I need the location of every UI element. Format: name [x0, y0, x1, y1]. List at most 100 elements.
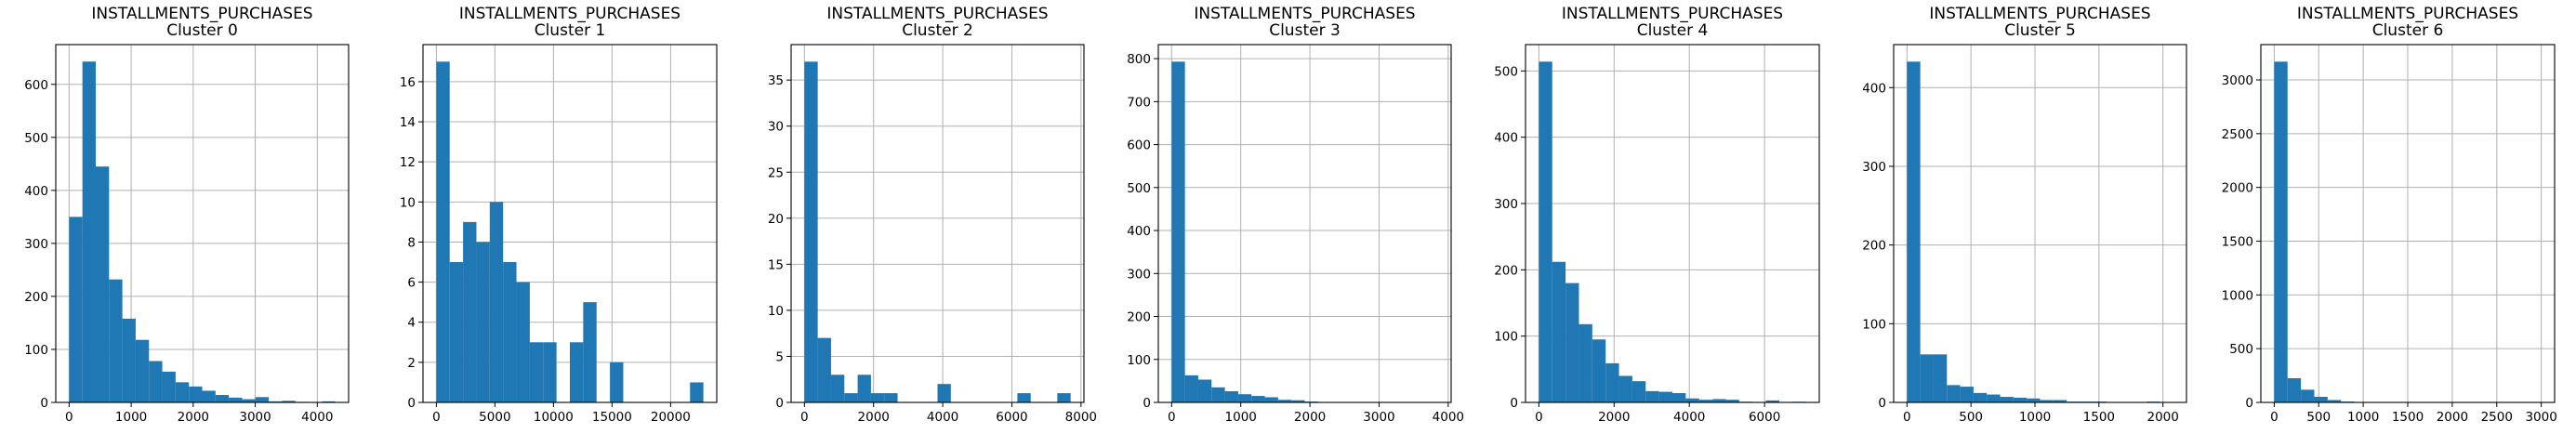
x-tick-label: 6000 [996, 410, 1027, 425]
plot-frame [55, 44, 350, 403]
y-tick-label: 0 [775, 396, 784, 411]
histogram-bar [135, 339, 150, 402]
histogram-panel-cluster-3: 0 1000 2000 3000 4000 0 100 200 300 400 500 600 700 8… [1127, 5, 1464, 425]
x-tick-label: 1000 [2347, 410, 2379, 425]
y-tick-label: 300 [1494, 197, 1518, 212]
x-tick-label: 1000 [2019, 410, 2051, 425]
histogram-bar [804, 61, 818, 402]
chart-subtitle: Cluster 2 [902, 21, 973, 40]
chart-subtitle: Cluster 1 [535, 21, 606, 40]
x-tick-label: 3000 [2525, 410, 2556, 425]
histogram-bar [1171, 61, 1185, 402]
y-tick-label: 25 [768, 165, 784, 180]
y-tick-label: 2 [407, 356, 416, 371]
y-tick-label: 1500 [2222, 234, 2253, 249]
histogram-bar [1765, 400, 1779, 402]
chart-subtitle: Cluster 4 [1637, 21, 1709, 40]
histogram-bar [937, 384, 951, 402]
x-tick-label: 4000 [301, 410, 333, 425]
histogram-bar [1672, 393, 1686, 402]
histogram-bar [1539, 61, 1552, 402]
histogram-bar [1552, 261, 1566, 402]
histogram-bar [2027, 398, 2041, 402]
x-tick-label: 15000 [592, 410, 632, 425]
y-tick-label: 20 [768, 212, 784, 227]
histogram-bar [1251, 396, 1265, 402]
histogram-bar [1920, 354, 1934, 402]
histogram-bar [476, 242, 490, 402]
histogram-bar [229, 397, 243, 402]
x-tick-label: 2000 [2437, 410, 2468, 425]
histogram-bar [1658, 391, 1672, 402]
x-tick-label: 0 [2270, 410, 2279, 425]
histogram-bar [2274, 61, 2288, 402]
histogram-bar [1685, 398, 1699, 402]
histogram-bar [1237, 394, 1252, 402]
histogram-bar [1933, 354, 1948, 402]
histogram-bar [489, 202, 504, 402]
y-tick-label: 0 [2245, 396, 2253, 411]
histogram-bar [1973, 392, 1988, 402]
y-tick-label: 2000 [2222, 181, 2253, 196]
histogram-bar [1579, 323, 1592, 402]
histogram-bar [1631, 381, 1646, 402]
histogram-bar [2000, 397, 2014, 402]
chart-subtitle: Cluster 6 [2372, 21, 2444, 40]
histogram-bar [1698, 400, 1713, 402]
y-tick-label: 300 [24, 237, 48, 252]
histogram-bar [322, 401, 336, 402]
y-tick-label: 600 [24, 78, 48, 93]
x-tick-label: 3000 [1363, 410, 1394, 425]
chart-title: INSTALLMENTS_PURCHASES [1929, 5, 2150, 23]
y-tick-label: 1000 [2222, 288, 2253, 303]
x-tick-label: 1500 [2083, 410, 2115, 425]
x-tick-label: 1000 [115, 410, 147, 425]
x-tick-label: 5000 [479, 410, 510, 425]
histogram-bar [1264, 397, 1278, 402]
histogram-bar [1960, 387, 1974, 402]
x-tick-label: 0 [65, 410, 73, 425]
x-tick-label: 0 [1168, 410, 1176, 425]
histogram-bar [1277, 400, 1292, 402]
histogram-panel-cluster-0: 0 1000 2000 3000 4000 0 100 200 300 400 500 600 INST… [24, 5, 350, 425]
histogram-bar [1947, 385, 1961, 402]
y-tick-label: 14 [400, 115, 416, 130]
histogram-bar [1592, 339, 1606, 402]
histogram-bar [1184, 375, 1198, 402]
y-tick-label: 500 [1494, 64, 1518, 79]
x-tick-label: 1500 [2392, 410, 2424, 425]
histogram-bar [1712, 399, 1726, 402]
histogram-bar [2327, 400, 2342, 402]
histogram-bar [189, 386, 203, 402]
y-tick-label: 8 [407, 235, 416, 250]
x-tick-label: 20000 [651, 410, 691, 425]
plot-frame [1157, 44, 1452, 403]
y-tick-label: 4 [407, 316, 416, 331]
chart-subtitle: Cluster 5 [2004, 21, 2076, 40]
plot-frame [1525, 44, 1820, 403]
histogram-bar [1605, 362, 1619, 402]
histogram-bar [2287, 377, 2302, 402]
histogram-bar [1645, 390, 1659, 402]
histogram-bar [109, 279, 123, 402]
y-tick-label: 5 [775, 349, 784, 364]
y-tick-label: 300 [1862, 160, 1886, 175]
histogram-bar [242, 399, 256, 402]
y-tick-label: 6 [407, 276, 416, 291]
histogram-bar [1197, 379, 1212, 402]
y-tick-label: 100 [24, 343, 48, 358]
x-tick-label: 2000 [1294, 410, 1326, 425]
histogram-bar [516, 282, 530, 402]
histogram-panel-cluster-2: 0 2000 4000 6000 8000 0 5 10 15 20 25 30 35 INSTALLME… [768, 5, 1097, 425]
y-tick-label: 700 [1127, 95, 1151, 110]
y-tick-label: 0 [1510, 396, 1518, 411]
histogram-bar [817, 337, 831, 402]
histogram-bar [69, 217, 83, 402]
y-tick-label: 400 [1494, 131, 1518, 146]
histogram-bar [122, 318, 136, 402]
chart-title: INSTALLMENTS_PURCHASES [826, 5, 1048, 23]
y-tick-label: 500 [24, 131, 48, 146]
x-tick-label: 2000 [1598, 410, 1630, 425]
x-tick-label: 4000 [927, 410, 958, 425]
x-tick-label: 0 [1535, 410, 1543, 425]
